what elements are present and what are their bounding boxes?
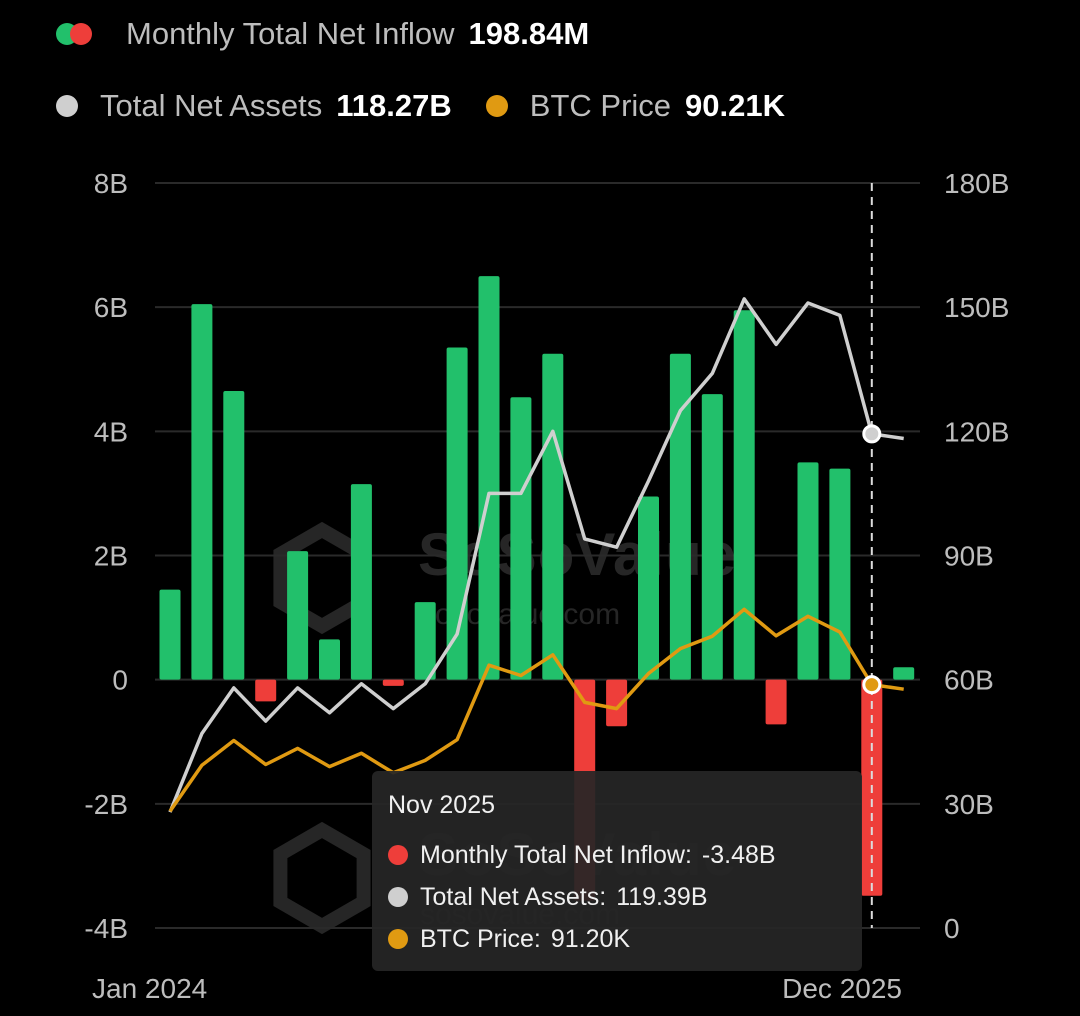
inflow-bar [159, 589, 181, 680]
tooltip-btc-value: 91.20K [550, 924, 631, 953]
inflow-bar [638, 496, 659, 680]
legend-btc-label: BTC Price [529, 88, 672, 123]
inflow-bar [350, 484, 372, 680]
tooltip-row-inflow: Monthly Total Net Inflow: -3.48B [388, 834, 846, 876]
right-axis-tick: 120B [944, 416, 1009, 447]
inflow-bar [701, 394, 723, 680]
left-axis-tick: 2B [94, 541, 128, 572]
inflow-bar [893, 667, 915, 680]
inflow-bar [478, 276, 500, 680]
btc-legend-dot [485, 95, 508, 117]
right-axis-tick: 30B [944, 789, 994, 820]
inflow-bar [606, 679, 628, 727]
inflow-bar [382, 679, 404, 686]
legend-inflow-label: Monthly Total Net Inflow [126, 16, 455, 51]
assets-hover-marker [862, 424, 882, 444]
legend-assets-value: 118.27B [336, 88, 452, 123]
tooltip-row-btc: BTC Price: 91.20K [388, 918, 846, 960]
inflow-bar [669, 353, 691, 680]
legend-assets-label: Total Net Assets [100, 88, 323, 123]
tooltip-inflow-label: Monthly Total Net Inflow: [420, 840, 692, 869]
inflow-bar [191, 304, 213, 680]
inflow-bar [829, 468, 851, 680]
btc-price-line [168, 607, 904, 813]
tooltip-title: Nov 2025 [388, 791, 496, 819]
chart-tooltip: Nov 2025 Monthly Total Net Inflow: -3.48… [372, 771, 862, 971]
total-net-assets-line [168, 297, 904, 813]
assets-legend-dot [56, 95, 78, 117]
tooltip-row-assets: Total Net Assets: 119.39B [388, 876, 846, 918]
inflow-bar [510, 397, 532, 680]
tooltip-btc-label: BTC Price: [420, 924, 541, 953]
left-axis-tick: 8B [94, 168, 128, 199]
tooltip-inflow-value: -3.48B [701, 840, 776, 869]
inflow-bar [542, 353, 564, 680]
right-axis-tick: 90B [944, 541, 994, 572]
tooltip-btc-dot [388, 929, 408, 949]
tooltip-assets-value: 119.39B [616, 882, 708, 911]
legend-btc-value: 90.21K [685, 88, 785, 123]
inflow-bar [765, 679, 787, 725]
left-axis-tick: 4B [94, 416, 128, 447]
inflow-bar [733, 310, 755, 680]
inflow-bar [319, 639, 340, 680]
inflow-bar [223, 390, 245, 680]
inflow-bar [255, 679, 277, 702]
left-axis-tick: -2B [84, 789, 128, 820]
right-axis-tick: 0 [944, 913, 960, 944]
right-axis-tick: 60B [944, 665, 994, 696]
tooltip-inflow-dot [388, 845, 408, 865]
inflow-bar [797, 462, 819, 680]
inflow-bar [446, 347, 468, 680]
x-axis-tick: Jan 2024 [92, 973, 207, 1004]
tooltip-assets-label: Total Net Assets: [420, 882, 607, 911]
inflow-bar [414, 602, 436, 680]
tooltip-assets-dot [388, 887, 408, 907]
legend-inflow-value: 198.84M [468, 16, 590, 51]
left-axis-tick: 6B [94, 292, 128, 323]
legend-row-assets-btc: Total Net Assets 118.27B BTC Price 90.21… [56, 88, 819, 124]
right-axis-tick: 150B [944, 292, 1009, 323]
btc-hover-marker [862, 675, 882, 695]
inflow-legend-icon [56, 21, 96, 47]
left-axis-tick: -4B [84, 913, 128, 944]
x-axis-tick: Dec 2025 [782, 973, 902, 1004]
left-axis-tick: 0 [112, 665, 128, 696]
watermark-hexagon-1 [273, 821, 371, 935]
right-axis-tick: 180B [944, 168, 1009, 199]
inflow-bar [287, 551, 309, 680]
legend-row-inflow: Monthly Total Net Inflow 198.84M [56, 16, 623, 52]
